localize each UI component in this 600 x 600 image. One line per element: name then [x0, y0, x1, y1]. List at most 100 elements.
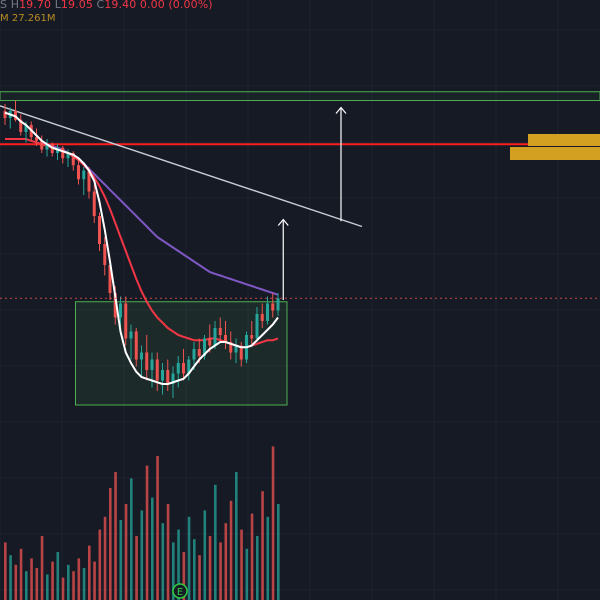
candle — [145, 335, 149, 381]
candle-body — [134, 331, 138, 360]
candle — [124, 296, 128, 346]
low-label: L — [54, 0, 61, 11]
volume-bar — [40, 536, 44, 600]
candle-body — [197, 349, 201, 356]
candle-body — [40, 140, 44, 150]
price-label-block-lower — [510, 147, 600, 160]
candle-body — [124, 303, 128, 339]
candle — [255, 307, 259, 342]
volume-bar — [208, 536, 212, 600]
candle — [266, 296, 269, 325]
volume-bar — [51, 561, 54, 600]
volume-bar — [235, 472, 238, 600]
volume-bar — [240, 529, 243, 600]
volume-bar — [145, 465, 149, 600]
volume-bar — [245, 548, 249, 600]
candle — [239, 342, 243, 367]
volume-bar — [177, 529, 180, 600]
volume-bar — [277, 504, 280, 600]
candle-body — [113, 293, 117, 318]
volume-bar — [203, 510, 207, 600]
candle-body — [166, 370, 170, 384]
volume-bar — [266, 516, 270, 600]
volume-bar — [214, 484, 217, 600]
close-value: 19.40 — [104, 0, 137, 11]
volume-bar — [229, 500, 233, 600]
volume-bar — [161, 523, 165, 600]
volume-bars — [4, 446, 280, 600]
candle-body — [119, 303, 122, 318]
close-label: C — [96, 0, 105, 11]
earnings-marker: E — [172, 583, 188, 599]
volume-bar — [224, 523, 228, 600]
volume-bar — [103, 516, 107, 600]
candle — [3, 104, 7, 125]
candle-body — [276, 298, 280, 311]
volume-bar — [114, 472, 117, 600]
candle-body — [239, 345, 243, 360]
candle-body — [182, 363, 185, 374]
candle — [77, 160, 80, 185]
candle — [8, 107, 12, 129]
open-value-truncated: S — [0, 0, 8, 11]
change-value: 0.00 (0.00%) — [139, 0, 213, 11]
candle — [19, 114, 23, 136]
candle — [224, 321, 227, 349]
low-value: 19.05 — [60, 0, 93, 11]
candle-body — [150, 359, 154, 370]
volume-legend: M 27.261M — [0, 13, 55, 24]
volume-bar — [135, 536, 138, 600]
candle — [92, 184, 96, 223]
demand-zone-box — [75, 301, 288, 406]
candle-body — [266, 303, 269, 321]
volume-bar — [72, 571, 75, 600]
arrow-head — [335, 106, 347, 114]
volume-bar — [56, 552, 60, 600]
candle — [50, 142, 54, 157]
volume-bar — [19, 548, 23, 600]
high-label: H — [10, 0, 20, 11]
candle-body — [224, 335, 227, 342]
candle-body — [103, 244, 107, 265]
candle-body — [3, 111, 7, 118]
candle-body — [92, 191, 96, 216]
volume-bar — [166, 504, 170, 600]
candle — [129, 324, 133, 360]
volume-bar — [198, 555, 201, 600]
candle — [103, 237, 107, 276]
volume-bar — [271, 446, 275, 600]
candle-body — [161, 370, 164, 381]
candle-body — [171, 373, 175, 384]
candle-body — [208, 338, 212, 346]
ohlc-legend: S H19.70 L19.05 C19.40 0.00 (0.00%) — [0, 0, 213, 11]
candle — [150, 352, 154, 388]
resistance-zone-band — [0, 91, 600, 101]
candle-body — [187, 359, 191, 374]
candle-body — [66, 153, 70, 159]
candle-body — [213, 328, 217, 346]
candle-body — [140, 352, 143, 360]
volume-bar — [256, 536, 259, 600]
candle-body — [255, 314, 259, 339]
volume-bar — [182, 552, 186, 600]
candle — [218, 317, 222, 342]
candle — [166, 359, 170, 391]
candle — [82, 167, 86, 195]
candle — [250, 321, 254, 346]
moving-average-fast — [4, 111, 279, 385]
volume-bar — [109, 488, 112, 600]
volume-value: 27.261M — [11, 13, 56, 24]
volume-bar — [172, 542, 175, 600]
volume-bar — [67, 564, 70, 600]
candle — [140, 345, 143, 377]
volume-bar — [61, 577, 65, 600]
candle — [234, 338, 238, 363]
volume-label-truncated: M — [0, 13, 9, 24]
volume-bar — [82, 568, 86, 600]
candle-body — [24, 125, 28, 132]
candle-body — [19, 119, 23, 132]
volume-bar — [14, 564, 18, 600]
candle — [35, 128, 38, 146]
